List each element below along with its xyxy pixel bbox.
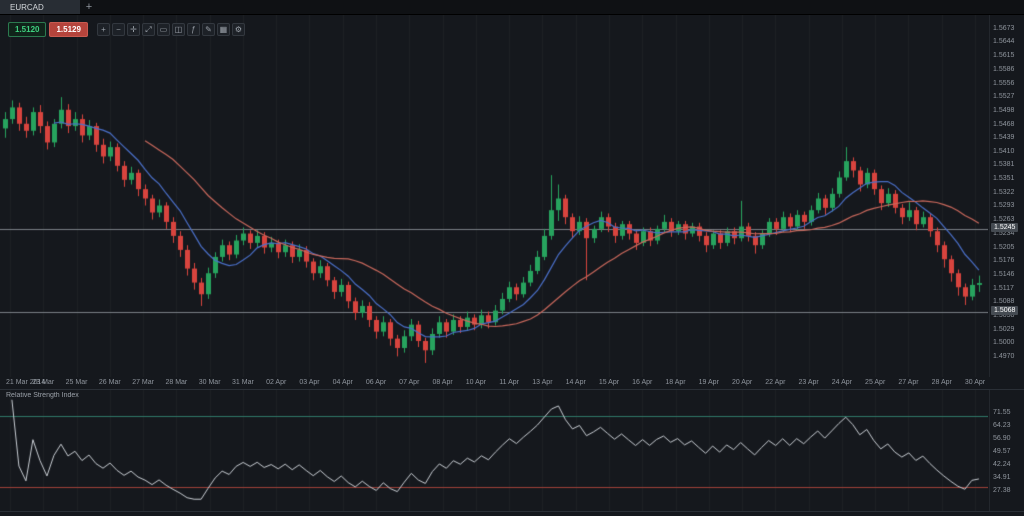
price-axis-label: 1.5088	[993, 298, 1015, 306]
grid-icon[interactable]: ▦	[216, 23, 230, 36]
date-axis-label: 03 Apr	[299, 379, 320, 386]
price-axis-label: 1.5146	[993, 271, 1015, 279]
date-axis-label: 28 Mar	[165, 379, 188, 386]
settings-icon[interactable]: ⚙	[231, 23, 245, 36]
rsi-axis-label: 71.55	[993, 409, 1011, 416]
sell-price-button[interactable]: 1.5120	[8, 22, 47, 37]
date-axis-label: 26 Mar	[98, 379, 121, 386]
buy-price-button[interactable]: 1.5129	[49, 22, 88, 37]
date-axis-label: 24 Apr	[831, 379, 853, 386]
panel-separator	[0, 389, 1024, 390]
price-chart-canvas[interactable]	[0, 15, 988, 377]
price-axis-label: 1.5029	[993, 325, 1015, 333]
price-axis-label: 1.5615	[993, 52, 1015, 60]
rsi-axis-label: 27.38	[993, 487, 1011, 495]
price-axis-label: 1.5644	[993, 38, 1015, 46]
price-axis-label: 1.5556	[993, 79, 1015, 87]
price-axis-label: 1.5468	[993, 120, 1015, 128]
rsi-axis-label: 64.23	[993, 422, 1011, 429]
price-axis-label: 1.5673	[993, 24, 1015, 32]
price-axis-label: 1.5527	[993, 93, 1015, 101]
price-axis-label: 1.5058	[993, 312, 1015, 320]
date-axis-label: 30 Mar	[198, 379, 221, 386]
date-axis-label: 06 Apr	[365, 379, 387, 386]
date-axis-label: 25 Apr	[865, 379, 886, 386]
date-axis-label: 20 Apr	[731, 379, 753, 386]
indicators-icon[interactable]: ƒ	[186, 23, 200, 36]
price-level-tag: 1.5068	[991, 305, 1019, 315]
date-axis-label: 25 Mar	[65, 379, 88, 386]
drawing-tools-icon[interactable]: ✎	[201, 23, 215, 36]
price-axis[interactable]: 1.5673 1.5644 1.5615 1.5586 1.5556 1.5527 1.54…	[989, 15, 1024, 377]
price-axis-label: 1.4970	[993, 353, 1015, 361]
price-axis-label: 1.5498	[993, 106, 1015, 114]
date-axis-label: 27 Mar	[132, 379, 154, 386]
price-axis-label: 1.5410	[993, 147, 1015, 155]
date-axis-label: 31 Mar	[232, 379, 254, 386]
price-axis-label: 1.5176	[993, 257, 1015, 265]
price-axis-label: 1.5293	[993, 202, 1015, 210]
date-axis-label: 28 Apr	[931, 379, 952, 386]
rsi-axis-label: 56.90	[993, 435, 1011, 443]
date-axis-label: 04 Apr	[332, 379, 353, 386]
date-axis-label: 10 Apr	[465, 379, 486, 386]
chart-tab-eurcad[interactable]: EURCAD	[0, 0, 80, 14]
zoom-out-icon[interactable]: −	[111, 23, 125, 36]
rsi-axis[interactable]: 71.55 64.23 56.90 49.57 42.24 34.91 27.38	[989, 390, 1024, 511]
date-axis-label: 16 Apr	[632, 379, 653, 386]
pan-icon[interactable]: ⤢	[141, 23, 155, 36]
price-axis-label: 1.5381	[993, 161, 1015, 169]
date-axis-label: 15 Apr	[598, 379, 620, 386]
price-axis-label: 1.5117	[993, 284, 1014, 292]
panel-bottom-border	[0, 511, 1024, 512]
rsi-axis-label: 34.91	[993, 474, 1011, 482]
zoom-in-icon[interactable]: +	[96, 23, 110, 36]
price-axis-label: 1.5351	[993, 175, 1015, 183]
date-axis-label: 22 Apr	[765, 379, 786, 386]
date-axis-label: 08 Apr	[432, 379, 453, 386]
price-level-tag: 1.5245	[991, 222, 1019, 232]
date-axis-label: 02 Apr	[266, 379, 287, 386]
price-axis-label: 1.5263	[993, 216, 1015, 224]
date-axis-label: 23 Mar	[32, 379, 55, 386]
date-axis-label: 30 Apr	[964, 379, 986, 386]
chart-tools-row: + − ✛ ⤢ ▭ ◫ ƒ ✎ ▦ ⚙	[96, 23, 245, 36]
date-axis-label: 21 Mar 2014	[6, 379, 46, 386]
date-axis-label: 18 Apr	[665, 379, 686, 386]
price-axis-label: 1.5234	[993, 230, 1015, 237]
crosshair-icon[interactable]: ✛	[126, 23, 140, 36]
date-axis-label: 14 Apr	[565, 379, 586, 386]
price-axis-label: 1.5322	[993, 188, 1015, 196]
date-axis-label: 07 Apr	[399, 379, 420, 386]
chart-toolbar: 1.5120 1.5129 + − ✛ ⤢ ▭ ◫ ƒ ✎ ▦ ⚙	[8, 22, 245, 37]
price-axis-label: 1.5586	[993, 65, 1015, 73]
chart-tab-label: EURCAD	[10, 2, 44, 12]
timeframe-icon[interactable]: ◫	[171, 23, 185, 36]
date-axis-label: 23 Apr	[798, 379, 819, 386]
chart-tabbar: EURCAD +	[0, 0, 1024, 15]
chart-type-icon[interactable]: ▭	[156, 23, 170, 36]
date-axis-label: 19 Apr	[698, 379, 719, 386]
price-axis-label: 1.5205	[993, 243, 1015, 251]
new-chart-tab-button[interactable]: +	[85, 1, 93, 13]
price-axis-label: 1.5000	[993, 339, 1015, 347]
date-axis-label: 11 Apr	[499, 379, 519, 386]
date-axis[interactable]: 21 Mar 2014 23 Mar 25 Mar 26 Mar 27 Mar 28 Ma…	[0, 377, 988, 389]
rsi-axis-label: 49.57	[993, 448, 1011, 456]
rsi-chart-canvas[interactable]	[0, 390, 988, 511]
price-axis-label: 1.5439	[993, 134, 1015, 142]
date-axis-label: 27 Apr	[898, 379, 919, 386]
rsi-axis-label: 42.24	[993, 461, 1011, 469]
date-axis-label: 13 Apr	[532, 379, 553, 386]
rsi-panel-title: Relative Strength Index	[6, 392, 79, 399]
